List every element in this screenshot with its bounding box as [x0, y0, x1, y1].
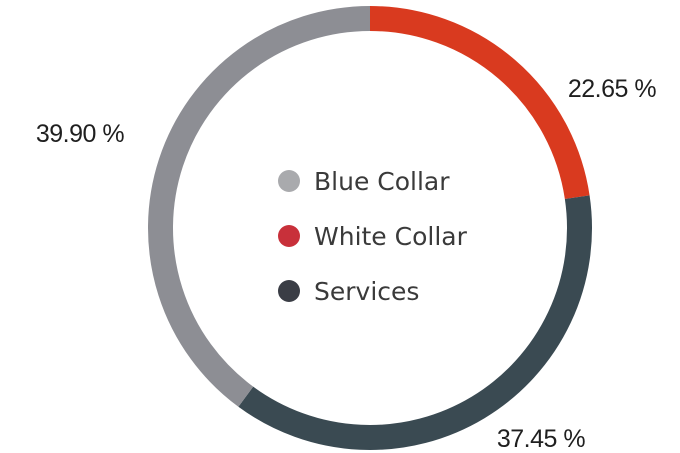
slice-label-blue-collar: 39.90 %	[36, 120, 125, 148]
slice-labels: 22.65 % 37.45 % 39.90 %	[36, 75, 657, 453]
slice-label-white-collar: 22.65 %	[568, 75, 657, 103]
legend-label-blue-collar: Blue Collar	[314, 167, 450, 196]
donut-slice-blue-collar	[148, 6, 371, 407]
legend-label-services: Services	[314, 277, 419, 306]
donut-slice-services	[238, 195, 592, 450]
legend-label-white-collar: White Collar	[314, 222, 468, 251]
slice-label-services: 37.45 %	[497, 425, 586, 453]
legend-marker-services	[278, 280, 300, 302]
legend-marker-white-collar	[278, 225, 300, 247]
donut-slices	[148, 6, 592, 450]
donut-slice-white-collar	[369, 6, 590, 200]
legend-marker-blue-collar	[278, 170, 300, 192]
legend: Blue Collar White Collar Services	[278, 167, 468, 306]
